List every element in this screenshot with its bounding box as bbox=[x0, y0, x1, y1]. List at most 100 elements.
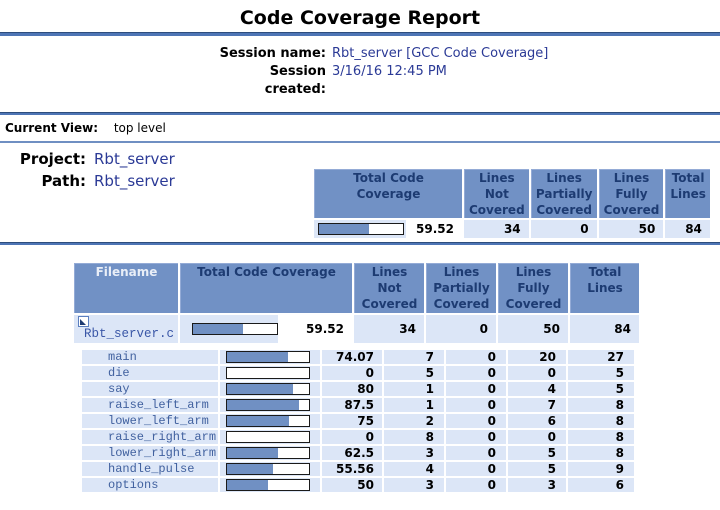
header-partially: Lines Partially Covered bbox=[426, 263, 496, 313]
function-link[interactable]: options bbox=[82, 478, 218, 492]
file-not-covered: 34 bbox=[354, 315, 424, 343]
function-not-covered: 7 bbox=[384, 350, 444, 364]
function-row: raise_left_arm 87.5 1 0 7 8 bbox=[82, 398, 634, 412]
function-bar-cell bbox=[220, 430, 320, 444]
current-view: Current View: top level bbox=[5, 121, 720, 135]
file-partially: 0 bbox=[426, 315, 496, 343]
project-label: Project: bbox=[8, 148, 86, 170]
function-coverage-bar bbox=[226, 431, 310, 443]
divider-under-session bbox=[0, 112, 720, 115]
function-partially: 0 bbox=[446, 414, 506, 428]
function-row: handle_pulse 55.56 4 0 5 9 bbox=[82, 462, 634, 476]
function-fully: 0 bbox=[508, 366, 566, 380]
function-partially: 0 bbox=[446, 478, 506, 492]
function-link[interactable]: die bbox=[82, 366, 218, 380]
function-percent: 75 bbox=[322, 414, 382, 428]
function-total-lines: 8 bbox=[568, 446, 634, 460]
function-link[interactable]: handle_pulse bbox=[82, 462, 218, 476]
function-percent: 0 bbox=[322, 430, 382, 444]
function-fully: 20 bbox=[508, 350, 566, 364]
function-coverage-bar bbox=[226, 463, 310, 475]
current-view-value: top level bbox=[114, 121, 166, 135]
summary-header-coverage: Total Code Coverage bbox=[314, 169, 462, 218]
session-name-label: Session name: bbox=[212, 45, 326, 63]
summary-header-row: Total Code Coverage Lines Not Covered Li… bbox=[314, 169, 710, 218]
header-filename: Filename bbox=[74, 263, 178, 313]
function-row: lower_left_arm 75 2 0 6 8 bbox=[82, 414, 634, 428]
function-total-lines: 27 bbox=[568, 350, 634, 364]
summary-data-row: 59.52 34 0 50 84 bbox=[314, 220, 710, 238]
function-fully: 0 bbox=[508, 430, 566, 444]
function-link[interactable]: main bbox=[82, 350, 218, 364]
function-coverage-bar-fill bbox=[227, 416, 289, 426]
header-fully: Lines Fully Covered bbox=[498, 263, 568, 313]
function-link[interactable]: lower_right_arm bbox=[82, 446, 218, 460]
session-name-value: Rbt_server [GCC Code Coverage] bbox=[332, 45, 720, 63]
function-total-lines: 6 bbox=[568, 478, 634, 492]
file-total-lines: 84 bbox=[570, 315, 639, 343]
function-percent: 55.56 bbox=[322, 462, 382, 476]
function-coverage-bar bbox=[226, 479, 310, 491]
file-fully: 50 bbox=[498, 315, 568, 343]
function-total-lines: 8 bbox=[568, 430, 634, 444]
function-link[interactable]: lower_left_arm bbox=[82, 414, 218, 428]
file-link[interactable]: Rbt_server.c bbox=[84, 327, 178, 341]
function-percent: 74.07 bbox=[322, 350, 382, 364]
function-fully: 5 bbox=[508, 462, 566, 476]
function-link[interactable]: raise_left_arm bbox=[82, 398, 218, 412]
function-not-covered: 5 bbox=[384, 366, 444, 380]
function-percent: 80 bbox=[322, 382, 382, 396]
header-not-covered: Lines Not Covered bbox=[354, 263, 424, 313]
file-table-header-row: Filename Total Code Coverage Lines Not C… bbox=[74, 263, 639, 313]
function-fully: 3 bbox=[508, 478, 566, 492]
function-not-covered: 1 bbox=[384, 382, 444, 396]
summary-header-fully: Lines Fully Covered bbox=[599, 169, 664, 218]
function-not-covered: 8 bbox=[384, 430, 444, 444]
function-total-lines: 5 bbox=[568, 382, 634, 396]
current-view-label: Current View: bbox=[5, 121, 98, 135]
function-partially: 0 bbox=[446, 350, 506, 364]
function-coverage-bar-fill bbox=[227, 384, 293, 394]
summary-fully: 50 bbox=[599, 220, 664, 238]
function-bar-cell bbox=[220, 398, 320, 412]
function-bar-cell bbox=[220, 478, 320, 492]
function-coverage-table: main 74.07 7 0 20 27 die 0 5 0 0 5 say 8… bbox=[80, 348, 636, 494]
file-percent: 59.52 bbox=[280, 315, 352, 343]
function-partially: 0 bbox=[446, 366, 506, 380]
function-row: raise_right_arm 0 8 0 0 8 bbox=[82, 430, 634, 444]
summary-coverage-bar-cell bbox=[314, 220, 406, 238]
project-value: Rbt_server bbox=[94, 148, 312, 170]
function-total-lines: 9 bbox=[568, 462, 634, 476]
function-not-covered: 3 bbox=[384, 478, 444, 492]
divider-under-summary bbox=[0, 242, 720, 245]
function-fully: 4 bbox=[508, 382, 566, 396]
divider-under-title bbox=[0, 32, 720, 36]
function-percent: 62.5 bbox=[322, 446, 382, 460]
function-link[interactable]: raise_right_arm bbox=[82, 430, 218, 444]
summary-header-not-covered: Lines Not Covered bbox=[464, 169, 529, 218]
function-partially: 0 bbox=[446, 430, 506, 444]
function-not-covered: 1 bbox=[384, 398, 444, 412]
function-coverage-bar-fill bbox=[227, 464, 273, 474]
function-percent: 50 bbox=[322, 478, 382, 492]
function-row: die 0 5 0 0 5 bbox=[82, 366, 634, 380]
session-info: Session name: Rbt_server [GCC Code Cover… bbox=[212, 45, 720, 99]
function-percent: 0 bbox=[322, 366, 382, 380]
file-cell: Rbt_server.c bbox=[74, 315, 178, 343]
function-coverage-bar bbox=[226, 415, 310, 427]
file-coverage-bar-cell bbox=[180, 315, 278, 343]
function-partially: 0 bbox=[446, 446, 506, 460]
function-coverage-bar bbox=[226, 399, 310, 411]
function-bar-cell bbox=[220, 350, 320, 364]
function-row: main 74.07 7 0 20 27 bbox=[82, 350, 634, 364]
file-detail-icon[interactable] bbox=[78, 316, 89, 327]
function-not-covered: 3 bbox=[384, 446, 444, 460]
function-link[interactable]: say bbox=[82, 382, 218, 396]
function-row: say 80 1 0 4 5 bbox=[82, 382, 634, 396]
function-total-lines: 8 bbox=[568, 398, 634, 412]
page-title: Code Coverage Report bbox=[0, 7, 720, 29]
function-bar-cell bbox=[220, 414, 320, 428]
function-fully: 7 bbox=[508, 398, 566, 412]
function-row: options 50 3 0 3 6 bbox=[82, 478, 634, 492]
coverage-bar bbox=[318, 223, 404, 235]
